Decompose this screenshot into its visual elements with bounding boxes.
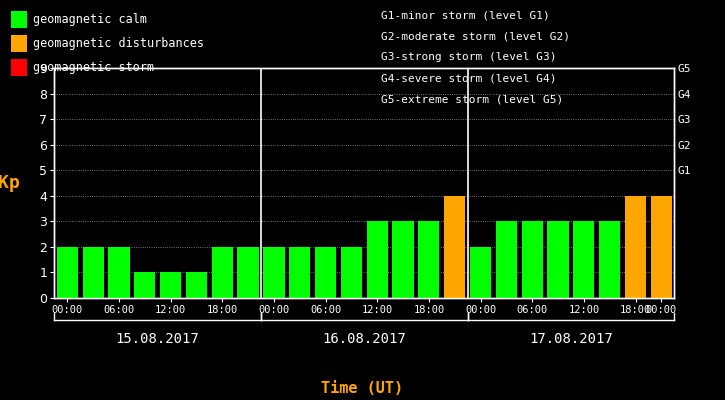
Text: 16.08.2017: 16.08.2017 <box>323 332 406 346</box>
Bar <box>341 247 362 298</box>
Bar <box>212 247 233 298</box>
Text: Kp: Kp <box>0 174 20 192</box>
Bar <box>108 247 130 298</box>
Bar <box>315 247 336 298</box>
Text: geomagnetic disturbances: geomagnetic disturbances <box>33 37 204 50</box>
Bar <box>573 221 594 298</box>
Bar <box>521 221 543 298</box>
Text: G5-extreme storm (level G5): G5-extreme storm (level G5) <box>381 95 563 105</box>
Bar <box>367 221 388 298</box>
Bar <box>418 221 439 298</box>
Bar <box>496 221 517 298</box>
Bar <box>444 196 465 298</box>
Bar <box>625 196 646 298</box>
Bar <box>160 272 181 298</box>
Bar <box>134 272 155 298</box>
Bar <box>392 221 414 298</box>
Bar <box>547 221 568 298</box>
Bar <box>263 247 284 298</box>
Text: Time (UT): Time (UT) <box>321 381 404 396</box>
Bar <box>599 221 621 298</box>
Bar <box>57 247 78 298</box>
Text: 17.08.2017: 17.08.2017 <box>529 332 613 346</box>
Bar <box>238 247 259 298</box>
Text: geomagnetic calm: geomagnetic calm <box>33 14 146 26</box>
Text: geomagnetic storm: geomagnetic storm <box>33 62 154 74</box>
Text: G1-minor storm (level G1): G1-minor storm (level G1) <box>381 10 550 20</box>
Bar <box>289 247 310 298</box>
Text: G4-severe storm (level G4): G4-severe storm (level G4) <box>381 74 556 84</box>
Bar <box>470 247 491 298</box>
Text: G2-moderate storm (level G2): G2-moderate storm (level G2) <box>381 31 570 41</box>
Bar <box>83 247 104 298</box>
Bar <box>186 272 207 298</box>
Text: G3-strong storm (level G3): G3-strong storm (level G3) <box>381 52 556 62</box>
Bar <box>651 196 672 298</box>
Text: 15.08.2017: 15.08.2017 <box>116 332 199 346</box>
